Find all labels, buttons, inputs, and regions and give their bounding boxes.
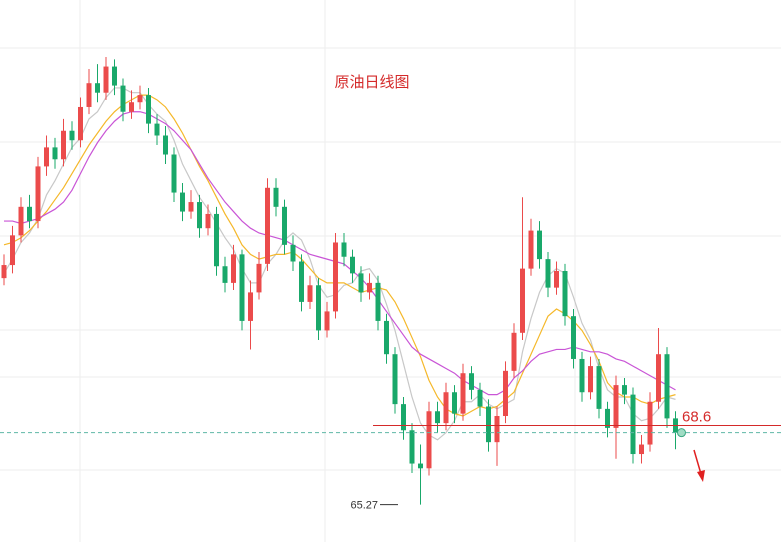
candle-body: [205, 213, 211, 229]
candle-body: [112, 66, 117, 86]
moving-average-line: [4, 111, 676, 396]
candle-body: [622, 385, 627, 395]
candle-body: [477, 389, 483, 407]
candle-body: [61, 130, 66, 160]
candle-body: [341, 242, 347, 257]
candle-body: [537, 230, 542, 260]
candle-body: [171, 154, 177, 193]
candle-body: [86, 83, 92, 107]
candle-body: [214, 213, 219, 267]
candle-body: [282, 206, 287, 245]
candle-body: [265, 187, 270, 264]
candle-body: [460, 373, 466, 414]
candle-body: [197, 202, 202, 229]
candle-body: [1, 265, 7, 279]
candle-body: [443, 392, 449, 424]
candle-body: [256, 263, 262, 293]
candle-body: [154, 123, 160, 136]
arrow-head: [697, 470, 705, 482]
candle-body: [452, 392, 457, 414]
candle-body: [27, 206, 32, 222]
candle-body: [613, 385, 619, 428]
candle-body: [239, 254, 245, 321]
candle-body: [231, 254, 236, 283]
arrow-line: [693, 449, 702, 475]
candle-body: [494, 416, 500, 443]
candle-body: [545, 259, 551, 288]
candle-body: [511, 332, 517, 371]
candle-body: [299, 261, 304, 302]
candle-body: [418, 463, 423, 469]
candle-body: [188, 202, 194, 212]
candle-body: [10, 235, 15, 266]
candle-body: [605, 408, 610, 428]
candle-body: [435, 411, 440, 424]
candle-body: [392, 354, 398, 405]
candle-body: [358, 273, 364, 293]
candle-body: [503, 370, 508, 417]
candle-body: [656, 354, 661, 402]
candle-body: [78, 106, 83, 141]
candle-body: [103, 66, 109, 93]
candle-body: [163, 135, 168, 155]
candle-body: [146, 95, 151, 124]
candle-body: [647, 401, 653, 445]
candle-body: [333, 242, 338, 312]
candle-body: [562, 271, 568, 317]
candle-body: [120, 85, 126, 112]
candle-body: [69, 130, 75, 141]
candle-body: [528, 230, 534, 269]
candle-body: [571, 316, 576, 359]
low-label: 65.27: [350, 500, 378, 512]
candle-body: [401, 404, 406, 431]
candle-body: [307, 285, 313, 302]
candle-body: [18, 206, 24, 236]
candle-body: [579, 358, 585, 393]
candle-body: [375, 282, 381, 321]
candle-body: [469, 373, 474, 390]
candle-body: [316, 285, 321, 331]
candle-body: [664, 354, 670, 419]
candle-body: [222, 266, 228, 283]
candle-body: [273, 187, 279, 207]
candle-body: [180, 192, 185, 212]
candle-body: [367, 282, 372, 293]
candle-body: [426, 411, 432, 469]
candle-body: [52, 147, 58, 160]
arrow: [693, 449, 705, 482]
chart-title: 原油日线图: [334, 74, 409, 91]
candle-body: [324, 311, 330, 331]
candle-body: [44, 147, 49, 167]
candle-body: [384, 320, 389, 355]
candle-body: [486, 406, 491, 443]
candle-body: [350, 256, 355, 274]
candle-body: [137, 95, 143, 103]
last-price-dot: [677, 428, 686, 438]
candle-body: [290, 244, 296, 262]
candle-body: [639, 444, 644, 455]
candle-body: [129, 102, 134, 112]
candle-body: [630, 394, 636, 455]
candle-body: [588, 366, 593, 393]
candle-body: [596, 366, 602, 409]
candle-body: [95, 83, 100, 93]
resistance-label: 68.6: [682, 409, 711, 426]
candle-body: [520, 268, 525, 333]
candle-body: [248, 292, 253, 321]
candle-body: [409, 430, 415, 464]
candle-body: [35, 166, 41, 222]
candle-body: [554, 271, 559, 288]
